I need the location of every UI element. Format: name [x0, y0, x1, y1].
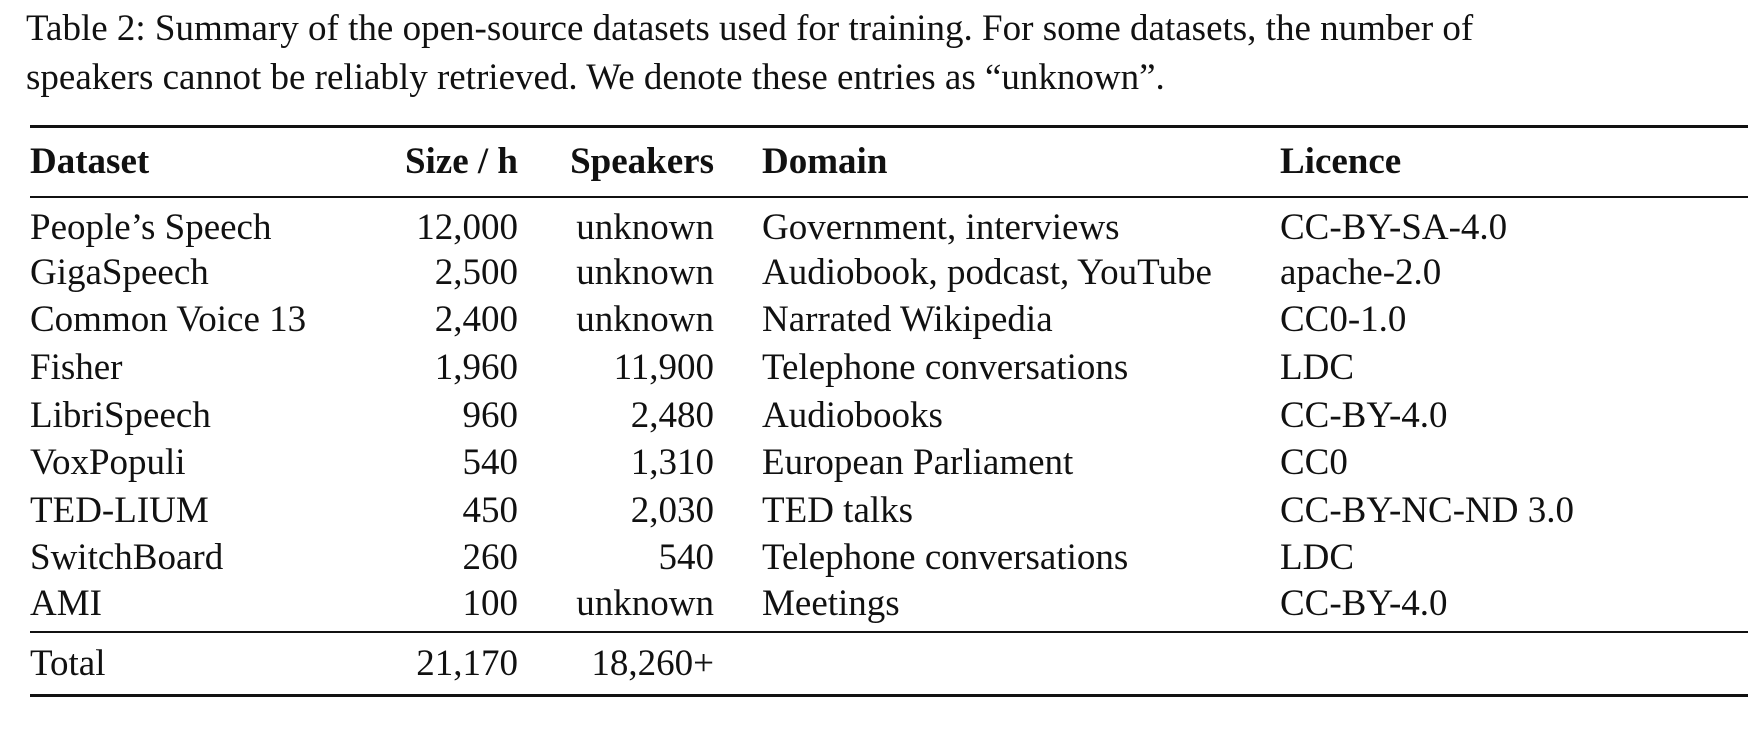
cell-licence: CC0: [1280, 442, 1348, 484]
cell-size: 450: [462, 489, 519, 531]
table-row: SwitchBoard 260 540 Telephone conversati…: [30, 534, 1748, 582]
table-row: People’s Speech 12,000 unknown Governmen…: [30, 197, 1748, 249]
cell-dataset: AMI: [30, 581, 364, 633]
cell-domain: Telephone conversations: [762, 537, 1129, 579]
cell-dataset: VoxPopuli: [30, 442, 186, 484]
cell-licence: CC-BY-SA-4.0: [1280, 206, 1508, 248]
table-header: Dataset Size / h Speakers Domain Licence: [30, 126, 1748, 198]
cell-domain: TED talks: [762, 489, 914, 531]
table-caption: Table 2: Summary of the open-source data…: [26, 4, 1746, 102]
total-size: 21,170: [364, 631, 518, 698]
cell-domain: Government, interviews: [762, 206, 1120, 248]
cell-domain: European Parliament: [762, 442, 1074, 484]
cell-dataset: Common Voice 13: [30, 299, 307, 341]
cell-size: 540: [462, 442, 519, 484]
cell-size: 1,960: [434, 346, 518, 388]
caption-line-1: Table 2: Summary of the open-source data…: [26, 8, 1474, 49]
total-licence-empty: [1280, 631, 1748, 698]
cell-domain: Audiobook, podcast, YouTube: [762, 251, 1212, 293]
table-row: GigaSpeech 2,500 unknown Audiobook, podc…: [30, 249, 1748, 297]
cell-size: 100: [364, 581, 518, 633]
cell-speakers: unknown: [576, 251, 714, 293]
cell-speakers: 2,480: [630, 394, 714, 436]
cell-size: 2,500: [434, 251, 518, 293]
cell-size: 960: [462, 394, 519, 436]
table-row: Fisher 1,960 11,900 Telephone conversati…: [30, 344, 1748, 392]
header-speakers: Speakers: [518, 126, 714, 198]
cell-size: 260: [462, 537, 519, 579]
cell-size: 2,400: [434, 299, 518, 341]
cell-licence: CC0-1.0: [1280, 299, 1407, 341]
cell-dataset: GigaSpeech: [30, 251, 209, 293]
header-size: Size / h: [364, 126, 518, 198]
table-total-section: Total 21,170 18,260+: [30, 631, 1748, 698]
cell-licence: CC-BY-NC-ND 3.0: [1280, 489, 1574, 531]
cell-dataset: Fisher: [30, 346, 123, 388]
cell-speakers: unknown: [518, 581, 714, 633]
total-speakers: 18,260+: [518, 631, 714, 698]
cell-speakers: unknown: [576, 299, 714, 341]
table-row: Common Voice 13 2,400 unknown Narrated W…: [30, 296, 1748, 344]
cell-dataset: People’s Speech: [30, 206, 272, 248]
cell-speakers: 1,310: [630, 442, 714, 484]
header-licence: Licence: [1280, 126, 1748, 198]
cell-size: 12,000: [416, 206, 518, 248]
cell-dataset: SwitchBoard: [30, 537, 224, 579]
table-body: People’s Speech 12,000 unknown Governmen…: [30, 197, 1748, 633]
cell-licence: CC-BY-4.0: [1280, 394, 1448, 436]
cell-dataset: TED-LIUM: [30, 489, 209, 531]
header-domain: Domain: [714, 126, 1280, 198]
caption-line-2: speakers cannot be reliably retrieved. W…: [26, 57, 1165, 98]
cell-licence: LDC: [1280, 346, 1354, 388]
cell-speakers: 11,900: [613, 346, 714, 388]
cell-licence: CC-BY-4.0: [1280, 581, 1748, 633]
cell-domain: Telephone conversations: [762, 346, 1129, 388]
cell-licence: LDC: [1280, 537, 1354, 579]
table-row: VoxPopuli 540 1,310 European Parliament …: [30, 439, 1748, 487]
header-row: Dataset Size / h Speakers Domain Licence: [30, 126, 1748, 198]
table-row: AMI 100 unknown Meetings CC-BY-4.0: [30, 581, 1748, 633]
cell-speakers: 540: [658, 537, 715, 579]
datasets-summary-table: Dataset Size / h Speakers Domain Licence…: [30, 125, 1748, 698]
cell-domain: Meetings: [714, 581, 1280, 633]
cell-dataset: LibriSpeech: [30, 394, 211, 436]
table-row: LibriSpeech 960 2,480 Audiobooks CC-BY-4…: [30, 391, 1748, 439]
total-label: Total: [30, 631, 364, 698]
total-domain-empty: [714, 631, 1280, 698]
cell-speakers: 2,030: [630, 489, 714, 531]
table-row: TED-LIUM 450 2,030 TED talks CC-BY-NC-ND…: [30, 486, 1748, 534]
header-dataset: Dataset: [30, 126, 364, 198]
cell-licence: apache-2.0: [1280, 251, 1442, 293]
cell-domain: Narrated Wikipedia: [762, 299, 1053, 341]
total-row: Total 21,170 18,260+: [30, 631, 1748, 698]
cell-speakers: unknown: [576, 206, 714, 248]
cell-domain: Audiobooks: [762, 394, 943, 436]
